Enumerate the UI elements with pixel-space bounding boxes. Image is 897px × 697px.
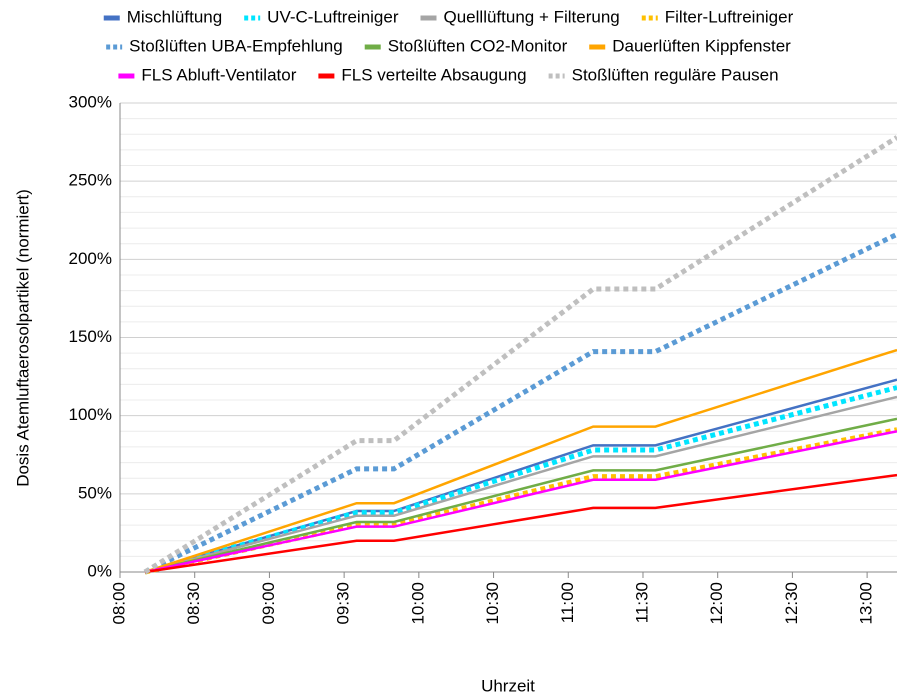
legend-label: Filter-Luftreiniger [665, 7, 794, 26]
legend-label: Dauerlüften Kippfenster [612, 36, 791, 55]
series-line [144, 385, 897, 575]
y-tick-label: 150% [69, 327, 112, 346]
x-tick-label: 08:00 [109, 582, 128, 625]
y-tick-label: 250% [69, 171, 112, 190]
legend-label: Stoßlüften UBA-Empfehlung [129, 36, 343, 55]
x-tick-label: 09:30 [334, 582, 353, 625]
x-tick-label: 10:00 [408, 582, 427, 625]
x-tick-label: 12:00 [707, 582, 726, 625]
series-line [144, 473, 897, 574]
series-line [144, 430, 897, 574]
legend-label: FLS Abluft-Ventilator [141, 65, 296, 84]
legend-row: Mischlüftung UV-C-Luftreiniger Quelllüftun… [103, 7, 794, 26]
x-tick-label: 08:30 [184, 582, 203, 625]
series-line [144, 395, 897, 574]
series-line [144, 427, 897, 575]
legend-label: FLS verteilte Absaugung [341, 65, 526, 84]
x-tick-label: 12:30 [782, 582, 801, 625]
legend-label: Stoßlüften CO2-Monitor [388, 36, 568, 55]
series-line [144, 348, 897, 574]
x-tick-label: 10:30 [483, 582, 502, 625]
series-line [144, 417, 897, 574]
legend-label: Mischlüftung [127, 7, 222, 26]
y-tick-label: 300% [69, 92, 112, 111]
x-tick-label: 11:30 [632, 582, 651, 623]
y-tick-label: 50% [78, 483, 112, 502]
legend-label: Stoßlüften reguläre Pausen [572, 65, 779, 84]
x-tick-label: 13:00 [857, 582, 876, 625]
y-tick-label: 200% [69, 249, 112, 268]
legend-label: UV-C-Luftreiniger [267, 7, 399, 26]
x-axis-label: Uhrzeit [481, 676, 535, 695]
legend-row: Stoßlüften UBA-Empfehlung Stoßlüften CO2-… [106, 36, 791, 55]
y-tick-label: 0% [87, 561, 112, 580]
x-tick-label: 09:00 [259, 582, 278, 625]
y-axis-label: Dosis Atemluftaerosolpartikel (normiert) [13, 189, 32, 487]
series-line [143, 232, 897, 575]
x-tick-label: 11:00 [558, 582, 577, 623]
y-tick-label: 100% [69, 405, 112, 424]
series-line [143, 135, 897, 575]
legend-row: FLS Abluft-Ventilator FLS verteilte Absau… [118, 65, 779, 84]
legend-label: Quelllüftung + Filterung [444, 7, 620, 26]
